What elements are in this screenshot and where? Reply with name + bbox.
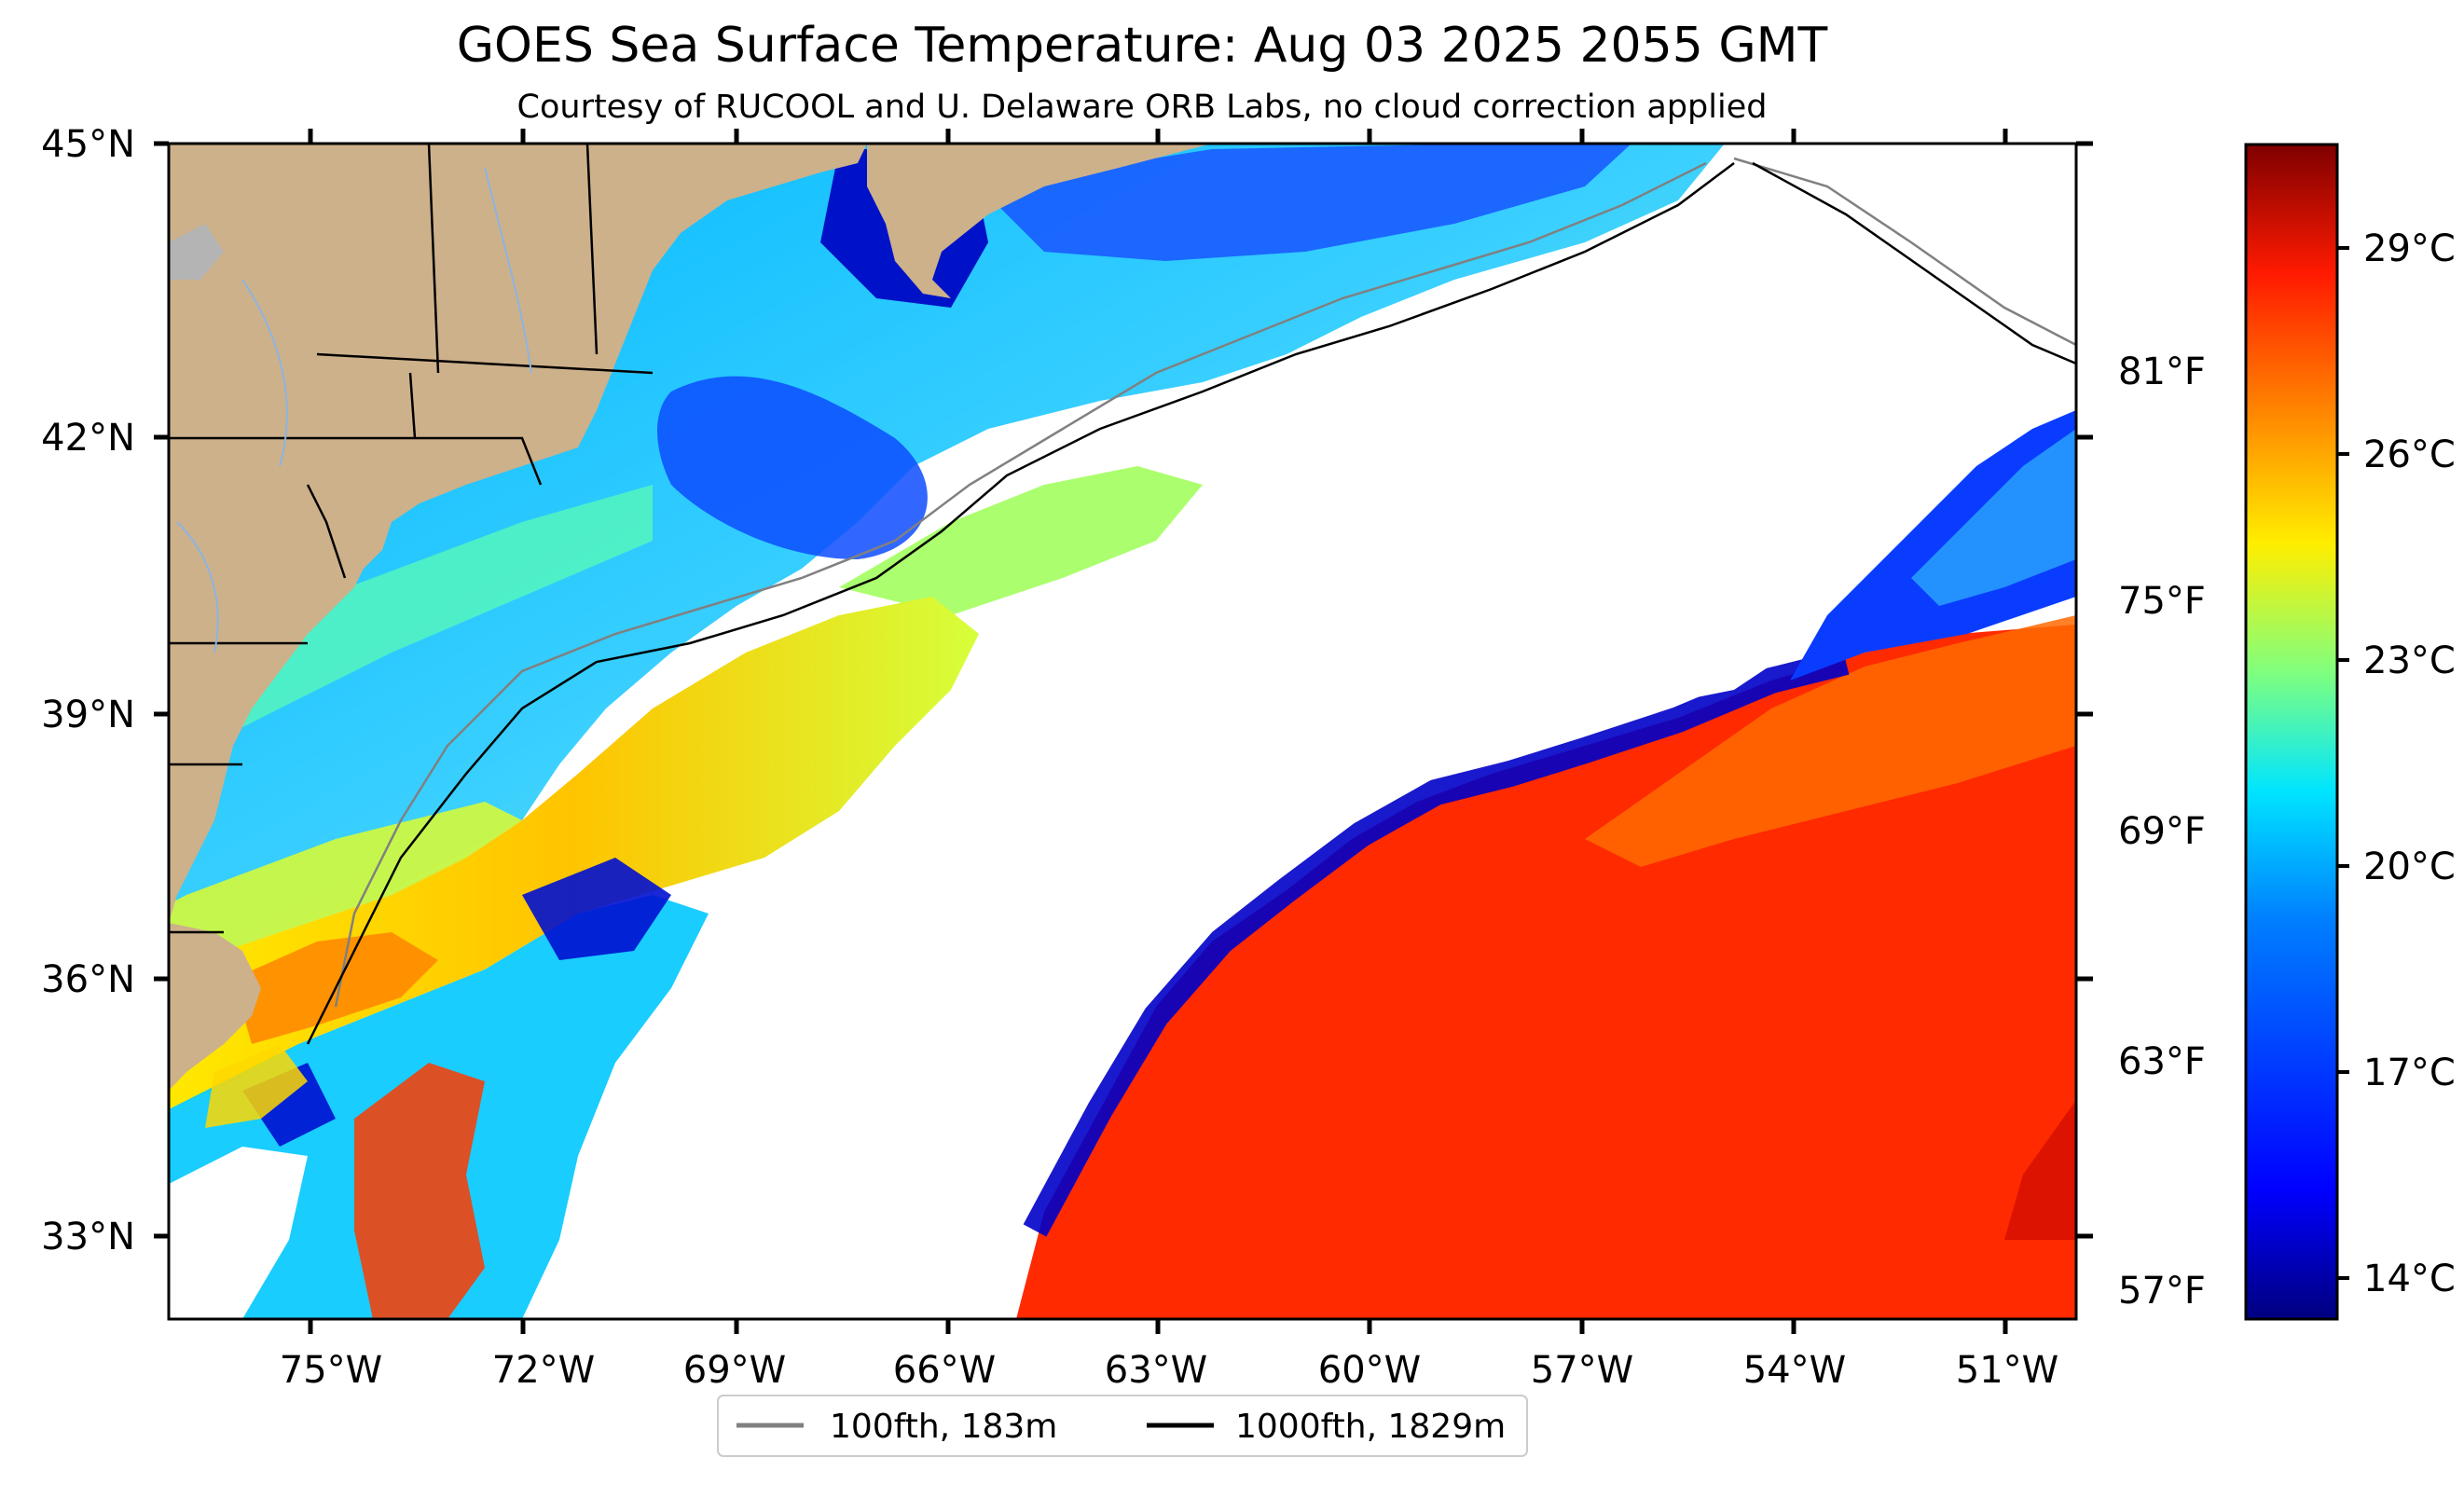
lon-label-57w: 57°W [1531,1349,1633,1392]
celsius-axis: 29°C 26°C 23°C 20°C 17°C 14°C [2363,227,2456,1300]
cloud-mask [671,144,2076,1319]
shelf-yellow-band [169,802,522,969]
legend-label-100fth: 100fth, 183m [830,1408,1057,1446]
lon-label-72w: 72°W [492,1349,595,1392]
northeast-cool-strip-light [1911,429,2076,606]
c-label-23: 23°C [2363,639,2456,682]
state-borders [169,144,654,934]
lon-label-51w: 51°W [1956,1349,2058,1392]
lat-label-36n: 36°N [41,958,135,1001]
southwest-warm-filaments [354,1063,485,1319]
deep-red-southeast [2004,1100,2076,1240]
c-label-26: 26°C [2363,433,2456,476]
lon-label-54w: 54°W [1743,1349,1846,1392]
f-label-63: 63°F [2118,1040,2206,1083]
map-title: GOES Sea Surface Temperature: Aug 03 202… [457,18,1828,74]
longitude-axis: 75°W 72°W 69°W 66°W 63°W 60°W 57°W 54°W … [280,1349,2058,1392]
legend-label-1000fth: 1000fth, 1829m [1235,1408,1506,1446]
c-label-29: 29°C [2363,227,2456,270]
f-label-57: 57°F [2118,1270,2206,1313]
fahrenheit-axis: 81°F 75°F 69°F 63°F 57°F [2118,351,2206,1313]
lat-label-42n: 42°N [41,417,135,460]
c-label-14: 14°C [2363,1258,2456,1300]
warm-water-orange-band [1585,615,2076,867]
c-label-17: 17°C [2363,1052,2456,1094]
isobath-1000fth [306,161,2076,1045]
lon-label-75w: 75°W [280,1349,382,1392]
georges-bank-warm [839,466,1203,615]
map-frame [167,142,2078,1321]
nova-scotia-cold [979,144,1631,261]
sst-map [169,144,2076,1319]
isobath-100fth [334,157,2076,1008]
isobath-legend: 100fth, 183m 1000fth, 1829m [717,1395,1528,1457]
warm-water-edge [1023,649,1850,1237]
colorbar [2244,143,2339,1321]
latitude-axis: 45°N 42°N 39°N 36°N 33°N [41,123,135,1258]
lon-label-66w: 66°W [893,1349,996,1392]
land-nova-scotia [867,144,1212,298]
land-north-america [169,144,867,923]
cloud-mask-southwest [169,988,736,1319]
f-label-81: 81°F [2118,351,2206,393]
southwest-cold-patches [242,858,671,1147]
f-label-69: 69°F [2118,810,2206,853]
f-label-75: 75°F [2118,580,2206,623]
latitude-ticks [154,141,2093,1239]
shelf-green-band [169,485,653,764]
gulf-of-maine-cold-core [657,376,928,559]
southwest-yellow-patch [205,1044,308,1128]
lat-label-33n: 33°N [41,1216,135,1258]
lat-label-39n: 39°N [41,694,135,736]
land-cape-hatteras [169,923,261,1091]
lon-label-69w: 69°W [683,1349,786,1392]
great-lakes [169,224,224,280]
lon-label-60w: 60°W [1318,1349,1421,1392]
c-label-20: 20°C [2363,846,2456,888]
longitude-ticks [308,129,2008,1334]
map-subtitle: Courtesy of RUCOOL and U. Delaware ORB L… [517,89,1768,126]
colorbar-ticks [2337,246,2349,1280]
lon-label-63w: 63°W [1105,1349,1207,1392]
lat-label-45n: 45°N [41,123,135,166]
northeast-cool-strip [1790,410,2076,681]
rivers [176,167,532,653]
